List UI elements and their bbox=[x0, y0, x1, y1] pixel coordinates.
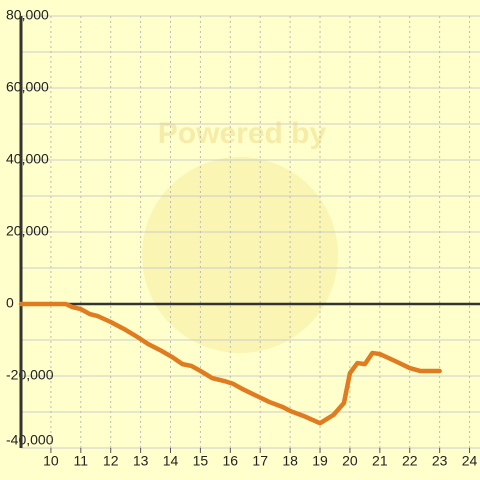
x-tick-label: 24 bbox=[462, 453, 478, 469]
watermark: Powered by bbox=[158, 117, 327, 150]
watermark-logo bbox=[142, 157, 338, 353]
y-tick-label: -40,000 bbox=[6, 432, 54, 448]
data-line bbox=[18, 301, 442, 426]
x-tick-label: 14 bbox=[163, 453, 179, 469]
x-tick-label: 21 bbox=[372, 453, 388, 469]
y-tick-label: 60,000 bbox=[6, 79, 49, 95]
y-tick-label: -20,000 bbox=[6, 367, 54, 383]
x-tick-label: 22 bbox=[402, 453, 418, 469]
x-tick-label: 16 bbox=[223, 453, 239, 469]
x-tick-label: 11 bbox=[74, 453, 89, 469]
x-tick-label: 17 bbox=[252, 453, 268, 469]
x-tick-label: 13 bbox=[133, 453, 149, 469]
x-tick-label: 23 bbox=[432, 453, 448, 469]
x-tick-label: 18 bbox=[282, 453, 298, 469]
y-tick-label: 80,000 bbox=[6, 7, 49, 23]
x-tick-label: 19 bbox=[312, 453, 328, 469]
x-tick-label: 12 bbox=[103, 453, 119, 469]
y-tick-label: 0 bbox=[6, 295, 14, 311]
x-tick-label: 10 bbox=[43, 453, 59, 469]
y-tick-label: 20,000 bbox=[6, 223, 49, 239]
x-tick-label: 15 bbox=[193, 453, 209, 469]
x-tick-label: 20 bbox=[342, 453, 358, 469]
y-tick-label: 40,000 bbox=[6, 151, 49, 167]
